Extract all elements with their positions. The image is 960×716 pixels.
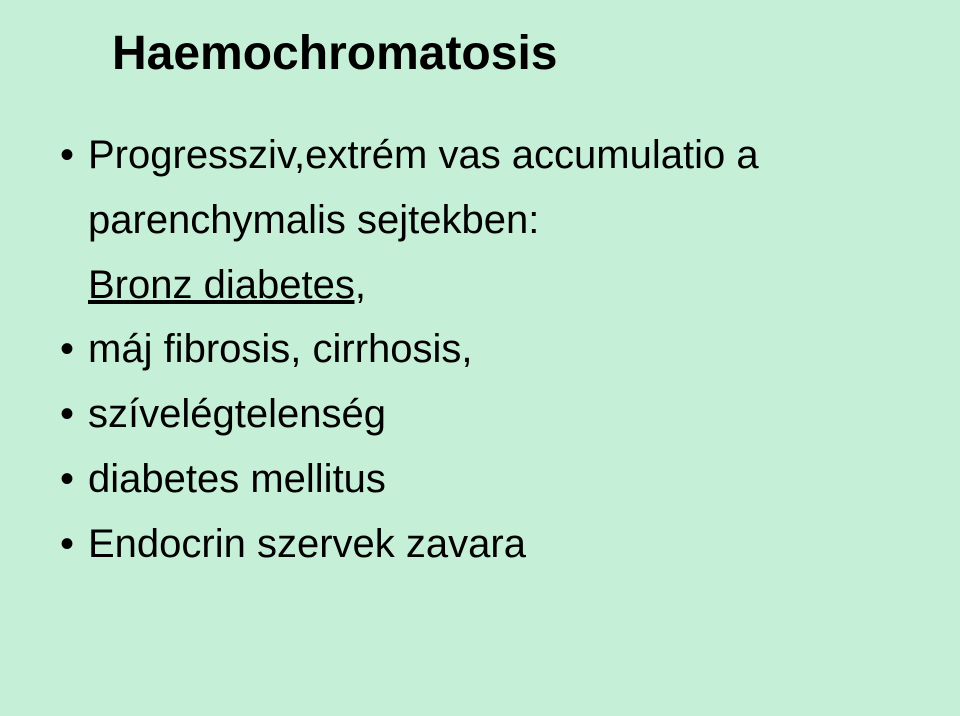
list-item: • Progressziv,extrém vas accumulatio a p…: [60, 123, 900, 253]
bullet-icon: •: [60, 382, 88, 447]
bullet-icon: •: [60, 447, 88, 512]
list-item: Bronz diabetes,: [60, 253, 900, 318]
slide-body: • Progressziv,extrém vas accumulatio a p…: [60, 123, 900, 577]
list-item-text: Endocrin szervek zavara: [88, 512, 526, 577]
slide: Haemochromatosis • Progressziv,extrém va…: [0, 0, 960, 716]
list-item-text: szívelégtelenség: [88, 382, 386, 447]
bullet-icon: •: [60, 512, 88, 577]
list-item-text: máj fibrosis, cirrhosis,: [88, 317, 473, 382]
bullet-icon: •: [60, 317, 88, 382]
list-item: • Endocrin szervek zavara: [60, 512, 900, 577]
slide-title: Haemochromatosis: [112, 26, 900, 81]
list-item: • szívelégtelenség: [60, 382, 900, 447]
list-item-text: Bronz diabetes,: [88, 263, 366, 307]
list-item-text: diabetes mellitus: [88, 447, 386, 512]
bullet-icon: •: [60, 123, 88, 188]
list-item: • diabetes mellitus: [60, 447, 900, 512]
list-item: • máj fibrosis, cirrhosis,: [60, 317, 900, 382]
list-item-text: Progressziv,extrém vas accumulatio a par…: [88, 123, 900, 253]
